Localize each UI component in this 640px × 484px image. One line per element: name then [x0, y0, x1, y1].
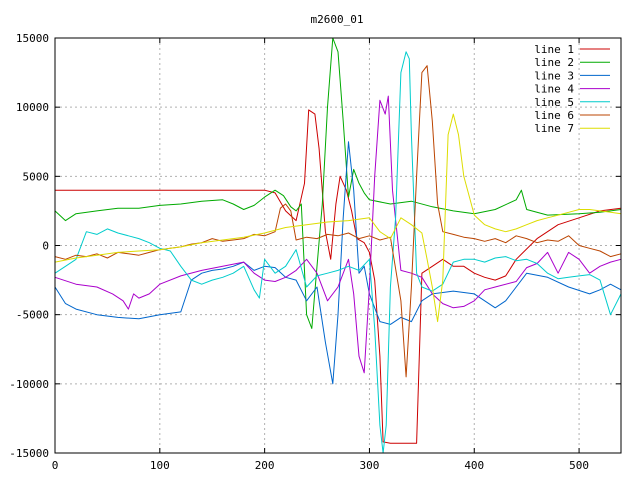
series-line-2: [54, 37, 622, 329]
x-tick-label: 0: [52, 459, 59, 472]
x-tick-label: 300: [360, 459, 380, 472]
x-tick-label: 200: [255, 459, 275, 472]
legend-label-5: line 5: [534, 96, 574, 109]
grid: [55, 38, 621, 453]
legend-label-1: line 1: [534, 43, 574, 56]
y-tick-label: -10000: [9, 378, 49, 391]
series-lines: [54, 37, 622, 454]
y-tick-label: 15000: [16, 32, 49, 45]
series-line-4: [54, 95, 622, 374]
x-tick-label: 100: [150, 459, 170, 472]
y-tick-label: 10000: [16, 101, 49, 114]
series-line-7: [54, 113, 622, 323]
x-tick-label: 500: [569, 459, 589, 472]
legend-label-2: line 2: [534, 56, 574, 69]
plot-frame: [54, 37, 622, 454]
y-tick-label: -15000: [9, 447, 49, 460]
series-line-3: [54, 141, 622, 385]
y-tick-label: 5000: [23, 170, 50, 183]
x-tick-label: 400: [464, 459, 484, 472]
legend-label-4: line 4: [534, 83, 574, 96]
axis-ticks: 0 100 200 300 400 500 15000 10000 5000 0 -5000 -100…: [9, 32, 621, 472]
legend-label-7: line 7: [534, 122, 574, 135]
series-line-1: [55, 109, 622, 444]
legend-label-6: line 6: [534, 109, 574, 122]
y-tick-label: 0: [42, 240, 49, 253]
y-tick-label: -5000: [16, 309, 49, 322]
chart-title: m2600_01: [311, 13, 364, 26]
legend-label-3: line 3: [534, 69, 574, 82]
